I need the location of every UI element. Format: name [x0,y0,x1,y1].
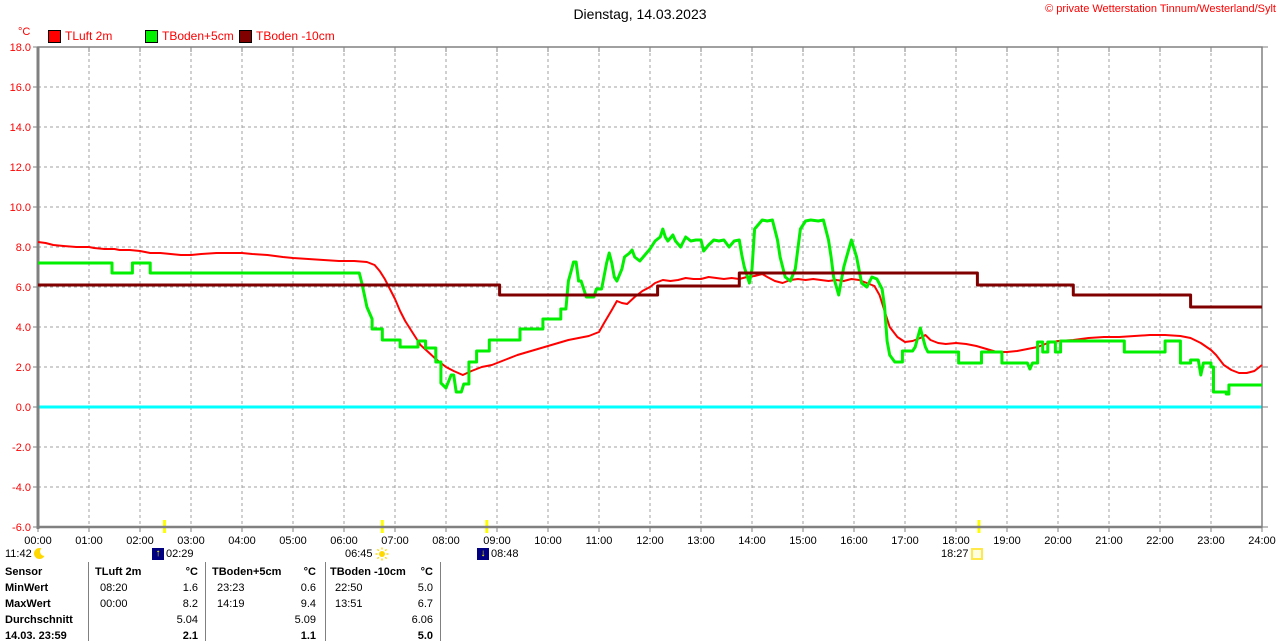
page-title: Dienstag, 14.03.2023 [573,6,707,22]
sunrise-marker: 06:45 [345,547,389,561]
legend-label-tboden10: TBoden -10cm [256,29,335,43]
col2-name: TBoden+5cm [212,566,282,578]
svg-text:12:00: 12:00 [636,535,664,547]
col2-unit: °C [303,566,316,578]
moon-icon [33,548,47,560]
legend-item-tboden5: TBoden+5cm [145,29,234,43]
col3-last-value: 5.0 [417,630,433,641]
svg-text:02:00: 02:00 [126,535,154,547]
svg-text:00:00: 00:00 [24,535,52,547]
col1-max-value: 8.2 [182,598,198,610]
col2-avg-value: 5.09 [294,614,316,626]
svg-text:09:00: 09:00 [483,535,511,547]
svg-text:0.0: 0.0 [16,402,31,414]
col1-min-value: 1.6 [182,582,198,594]
svg-text:05:00: 05:00 [279,535,307,547]
col2-last-value: 1.1 [300,630,316,641]
svg-text:10:00: 10:00 [534,535,562,547]
col3-min-time: 22:50 [335,582,363,594]
svg-text:-2.0: -2.0 [12,442,31,454]
row-label-maxwert: MaxWert [5,598,51,610]
svg-text:24:00: 24:00 [1248,535,1276,547]
col3-max-time: 13:51 [335,598,363,610]
table-divider [205,562,206,641]
svg-text:18.0: 18.0 [10,42,31,54]
col2-min-value: 0.6 [300,582,316,594]
svg-text:12.0: 12.0 [10,162,31,174]
legend-label-tluft: TLuft 2m [65,29,113,43]
svg-text:23:00: 23:00 [1197,535,1225,547]
svg-text:03:00: 03:00 [177,535,205,547]
svg-text:11:00: 11:00 [586,535,613,547]
sunset-marker: 18:27 [941,547,983,561]
svg-text:19:00: 19:00 [993,535,1021,547]
col3-max-value: 6.7 [417,598,433,610]
col1-unit: °C [185,566,198,578]
svg-text:16:00: 16:00 [840,535,868,547]
svg-text:2.0: 2.0 [16,362,31,374]
legend-item-tluft: TLuft 2m [48,29,112,43]
legend-swatch-red [48,29,61,43]
col1-name: TLuft 2m [95,566,142,578]
svg-text:06:00: 06:00 [330,535,358,547]
legend-swatch-darkred [239,29,252,43]
svg-text:-4.0: -4.0 [12,482,31,494]
col2-max-time: 14:19 [217,598,245,610]
col3-min-value: 5.0 [417,582,433,594]
svg-text:6.0: 6.0 [16,282,31,294]
table-corner-label: Sensor [5,566,43,578]
moonset2-marker: ↓ 08:48 [477,547,519,561]
svg-text:21:00: 21:00 [1095,535,1123,547]
svg-text:4.0: 4.0 [16,322,31,334]
svg-text:18:00: 18:00 [942,535,970,547]
col1-avg-value: 5.04 [176,614,198,626]
copyright-text: © private Wetterstation Tinnum/Westerlan… [1045,3,1276,15]
sunrise-icon [375,547,389,561]
legend-swatch-green [145,29,158,43]
y-axis-unit-label: °C [18,26,31,38]
row-label-last: 14.03. 23:59 [5,630,67,641]
row-label-durchschnitt: Durchschnitt [5,614,73,626]
sunset-icon [970,548,983,560]
svg-text:04:00: 04:00 [228,535,256,547]
moonrise-icon: ↑ [152,548,164,560]
legend-item-tboden10: TBoden -10cm [239,29,335,43]
svg-text:8.0: 8.0 [16,242,31,254]
svg-text:-6.0: -6.0 [12,522,31,534]
col3-name: TBoden -10cm [330,566,406,578]
col1-min-time: 08:20 [100,582,128,594]
svg-text:10.0: 10.0 [10,202,31,214]
col3-avg-value: 6.06 [411,614,433,626]
col2-max-value: 9.4 [300,598,316,610]
svg-text:22:00: 22:00 [1146,535,1174,547]
svg-text:15:00: 15:00 [789,535,817,547]
svg-text:14.0: 14.0 [10,122,31,134]
moonrise-marker: ↑ 02:29 [152,547,194,561]
svg-text:07:00: 07:00 [381,535,409,547]
table-divider [88,562,89,641]
svg-text:01:00: 01:00 [75,535,103,547]
svg-text:13:00: 13:00 [687,535,715,547]
svg-text:08:00: 08:00 [432,535,460,547]
col3-unit: °C [420,566,433,578]
col1-max-time: 00:00 [100,598,128,610]
col2-min-time: 23:23 [217,582,245,594]
table-divider [440,562,441,641]
svg-text:17:00: 17:00 [891,535,919,547]
svg-text:14:00: 14:00 [738,535,766,547]
svg-text:20:00: 20:00 [1044,535,1072,547]
moonset-marker: 11:42 [5,547,47,561]
table-divider [325,562,326,641]
col1-last-value: 2.1 [182,630,198,641]
legend-label-tboden5: TBoden+5cm [162,29,234,43]
row-label-minwert: MinWert [5,582,49,594]
svg-text:16.0: 16.0 [10,82,31,94]
moonset-icon: ↓ [477,548,489,560]
